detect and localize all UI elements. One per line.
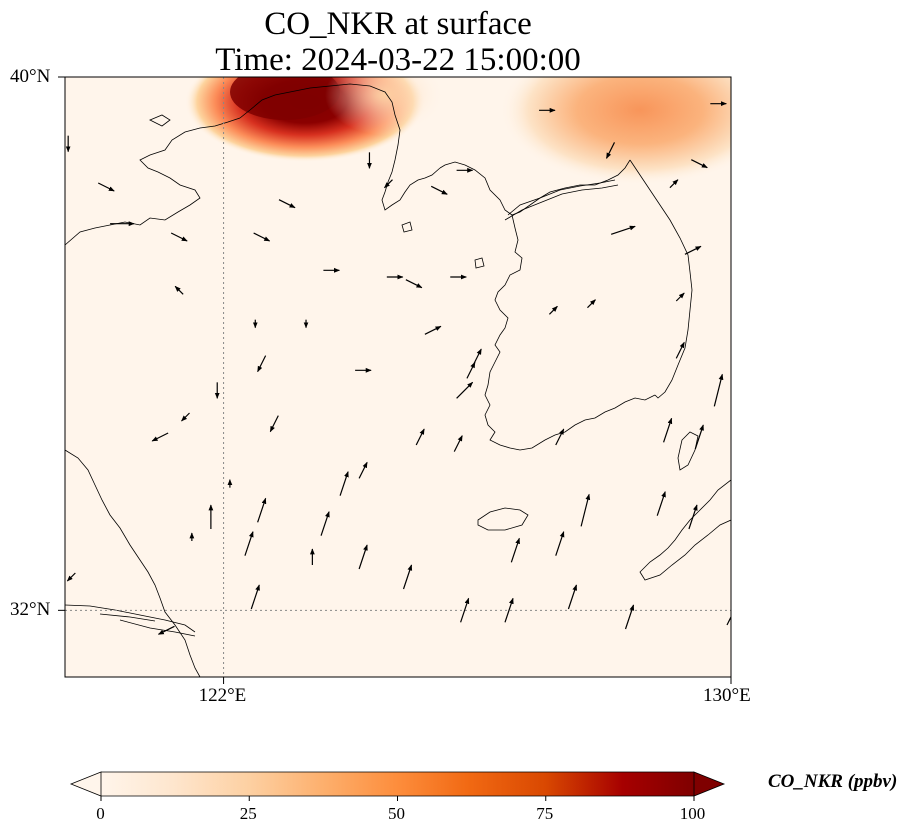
colorbar	[69, 771, 726, 801]
colorbar-ticks	[100, 796, 695, 801]
wind-arrow	[402, 564, 413, 590]
wind-arrow	[548, 305, 558, 315]
wind-arrow	[691, 159, 708, 169]
kyushu-coast	[639, 479, 731, 581]
korea-east-coast	[629, 159, 693, 399]
jeju-island	[477, 507, 529, 531]
map-timestamp: Time: 2024-03-22 15:00:00	[215, 42, 581, 78]
wind-arrow	[688, 504, 698, 530]
lon-label-122: 122°E	[198, 685, 247, 706]
liaodong-coast	[239, 83, 441, 211]
wind-arrow	[456, 381, 474, 399]
wind-arrow	[181, 412, 190, 422]
wind-arrow	[157, 625, 175, 635]
wind-arrow	[384, 179, 393, 189]
tsushima-island	[677, 431, 699, 471]
yalu-border-river	[504, 179, 619, 221]
china-coastline-south	[65, 449, 201, 677]
wind-arrow	[151, 432, 169, 442]
colorbar-tick-label: 75	[536, 804, 554, 823]
wind-arrow	[405, 279, 423, 289]
wind-arrow	[510, 537, 520, 563]
wind-arrow	[453, 435, 463, 452]
concentration-field	[65, 77, 731, 677]
colorbar-extend-low	[69, 771, 102, 797]
colorbar-gradient	[101, 772, 694, 796]
wind-arrow	[587, 299, 596, 309]
map-frame	[64, 76, 732, 678]
lat-label-40: 40°N	[10, 66, 51, 87]
lon-label-130: 130°E	[703, 685, 751, 706]
wind-arrow	[269, 415, 279, 433]
wind-arrow	[610, 225, 636, 235]
wind-arrow	[320, 511, 330, 536]
wind-vectors	[65, 101, 731, 635]
wind-arrow	[430, 185, 448, 195]
colorbar-tick-label: 25	[239, 804, 257, 823]
wind-arrow	[253, 232, 271, 242]
wind-arrow	[713, 373, 724, 407]
wind-arrow	[244, 531, 254, 556]
wind-arrow	[358, 544, 368, 570]
wind-arrow	[675, 292, 685, 302]
map-title: CO_NKR at surface	[264, 6, 532, 42]
coastlines	[65, 83, 731, 677]
korea-north-coast	[439, 159, 631, 216]
wind-arrow	[663, 417, 673, 443]
wind-arrow	[339, 471, 349, 496]
wind-arrow	[694, 424, 704, 450]
wind-arrow	[684, 245, 702, 255]
wind-arrow	[580, 493, 591, 527]
plume-north-center	[325, 77, 445, 135]
wind-arrow	[555, 428, 565, 446]
bohai-islands	[149, 114, 485, 269]
wind-arrow	[605, 142, 616, 159]
wind-arrow	[358, 461, 368, 479]
wind-arrow	[250, 584, 260, 610]
wind-arrow	[97, 182, 115, 192]
korea-south-coast	[519, 394, 656, 451]
wind-arrow	[257, 355, 267, 373]
wind-arrow	[170, 232, 188, 242]
wind-arrow	[66, 572, 76, 582]
wind-arrow	[555, 531, 565, 556]
wind-arrow	[424, 325, 442, 335]
colorbar-extend-high	[693, 771, 726, 797]
korea-west-coast	[484, 214, 523, 451]
wind-arrow	[460, 597, 470, 623]
gridlines	[65, 77, 731, 677]
plume-northwest-core	[230, 77, 340, 120]
wind-arrow	[466, 361, 476, 379]
wind-arrow	[675, 341, 685, 359]
china-coastline-north	[65, 117, 241, 246]
wind-arrow	[656, 491, 666, 516]
colorbar-tick-label: 50	[388, 804, 405, 823]
wind-arrow	[257, 497, 267, 523]
wind-arrow	[504, 597, 514, 623]
wind-arrow	[624, 604, 635, 630]
colorbar-tick-label: 100	[679, 804, 706, 823]
colorbar-label: CO_NKR (ppbv)	[768, 771, 898, 792]
wind-arrow	[278, 199, 296, 209]
wind-arrow	[669, 179, 679, 189]
wind-arrow	[174, 285, 184, 295]
wind-arrow	[415, 428, 425, 446]
lat-label-32: 32°N	[10, 599, 51, 621]
wind-arrow	[567, 584, 577, 610]
wind-arrow	[726, 608, 731, 626]
colorbar-tick-label: 0	[96, 804, 105, 823]
plume-northeast	[500, 77, 731, 185]
